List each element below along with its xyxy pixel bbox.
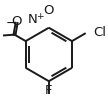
- Text: F: F: [45, 84, 52, 97]
- Text: Cl: Cl: [93, 26, 106, 39]
- Text: O: O: [43, 4, 54, 17]
- Text: O: O: [11, 15, 22, 28]
- Text: N: N: [28, 13, 37, 26]
- Text: −: −: [5, 17, 16, 30]
- Text: +: +: [36, 12, 44, 21]
